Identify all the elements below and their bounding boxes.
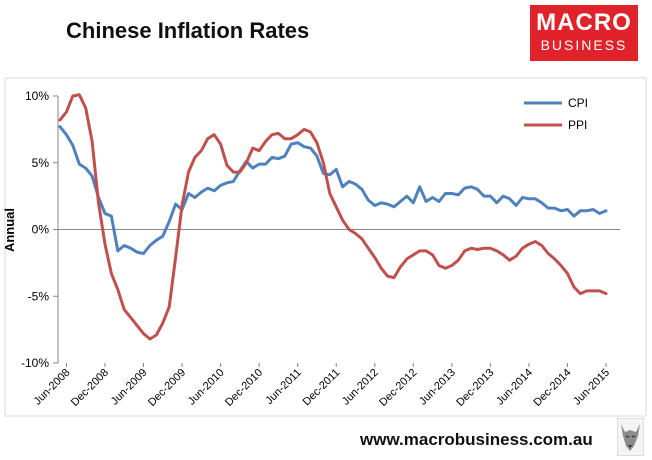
x-tick-label: Dec-2014 [531, 367, 573, 409]
legend-label-cpi: CPI [568, 96, 588, 110]
macrobusiness-logo: MACRO BUSINESS [530, 5, 638, 61]
series-group [58, 93, 608, 341]
x-tick-label: Jun-2012 [340, 367, 381, 408]
y-axis: -10% -5% 0% 5% 10% [21, 89, 59, 370]
wolf-logo-icon [617, 418, 644, 456]
x-tick-label: Dec-2008 [69, 367, 111, 409]
logo-bottom-text: BUSINESS [540, 37, 628, 53]
x-tick-label: Jun-2014 [494, 367, 535, 408]
y-tick-label: -10% [21, 356, 49, 370]
x-tick-label: Jun-2009 [109, 367, 150, 408]
legend-label-ppi: PPI [568, 118, 587, 132]
x-tick-label: Jun-2010 [186, 367, 227, 408]
x-tick-label: Jun-2008 [32, 367, 73, 408]
x-tick-label: Dec-2010 [223, 367, 265, 409]
y-tick-label: 0% [32, 223, 50, 237]
y-tick-label: 10% [25, 89, 49, 103]
y-tick-label: -5% [28, 289, 50, 303]
chart-title: Chinese Inflation Rates [66, 18, 310, 43]
y-tick-label: 5% [32, 156, 50, 170]
legend: CPI PPI [524, 96, 588, 132]
plot-frame [4, 77, 647, 417]
series-line-ppi [58, 93, 608, 341]
y-axis-label: Annual [2, 208, 17, 252]
x-tick-label: Jun-2011 [263, 367, 303, 407]
website-url: www.macrobusiness.com.au [360, 430, 593, 449]
x-tick-label: Dec-2013 [454, 367, 496, 409]
x-tick-label: Dec-2012 [377, 367, 419, 409]
x-tick-label: Dec-2011 [301, 367, 343, 409]
x-axis: Jun-2008Dec-2008Jun-2009Dec-2009Jun-2010… [32, 229, 620, 409]
series-line-cpi [58, 125, 608, 255]
x-tick-label: Dec-2009 [146, 367, 188, 409]
x-tick-label: Jun-2015 [571, 367, 612, 408]
x-tick-label: Jun-2013 [417, 367, 458, 408]
logo-top-text: MACRO [536, 9, 632, 36]
